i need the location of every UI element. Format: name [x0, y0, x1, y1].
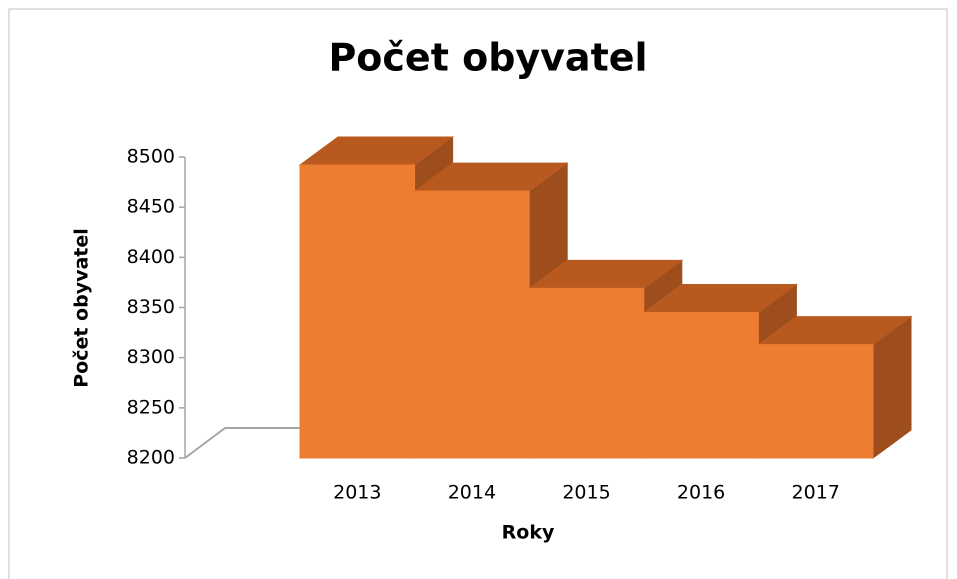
x-tick-label: 2017 [792, 482, 840, 504]
x-axis-title: Roky [502, 522, 555, 544]
y-tick-label: 8300 [127, 346, 175, 368]
y-tick-label: 8200 [127, 447, 175, 469]
x-tick-label: 2013 [333, 482, 381, 504]
bar-front [643, 312, 759, 459]
y-tick-label: 8500 [127, 146, 175, 168]
bar [756, 315, 913, 459]
bar-front [414, 190, 530, 459]
y-tick-label: 8350 [127, 296, 175, 318]
x-tick-label: 2014 [448, 482, 496, 504]
bar-front [528, 287, 645, 459]
floor [184, 427, 300, 459]
x-tick-label: 2016 [677, 482, 725, 504]
bar-front [299, 164, 416, 459]
y-tick-label: 8400 [127, 246, 175, 268]
y-tick-label: 8450 [127, 196, 175, 218]
bar-front [757, 344, 874, 459]
chart-border [8, 8, 948, 579]
chart-title: Počet obyvatel [328, 36, 647, 80]
y-tick-label: 8250 [127, 396, 175, 418]
y-axis-title: Počet obyvatel [71, 228, 93, 388]
x-tick-label: 2015 [562, 482, 610, 504]
